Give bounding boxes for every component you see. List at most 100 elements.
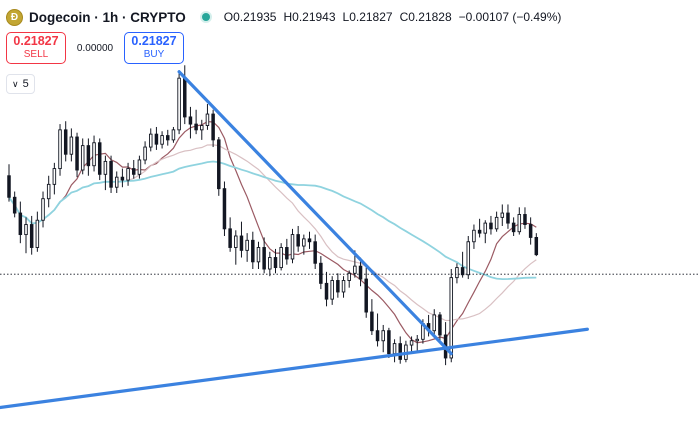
candle-body-up bbox=[432, 314, 437, 332]
candle-body-up bbox=[483, 222, 488, 234]
candle bbox=[392, 339, 397, 363]
candle-body-down bbox=[273, 257, 278, 269]
candle bbox=[443, 322, 448, 366]
downtrend-line bbox=[177, 70, 453, 356]
candle bbox=[398, 336, 402, 364]
ohlc-readout: O0.21935 H0.21943 L0.21827 C0.21828 −0.0… bbox=[224, 10, 562, 24]
candle bbox=[131, 159, 136, 179]
candle bbox=[432, 309, 437, 336]
buy-label: BUY bbox=[143, 49, 165, 60]
candle-body-down bbox=[166, 135, 170, 141]
candle-body-up bbox=[148, 133, 153, 148]
candle-body-down bbox=[528, 224, 533, 238]
sell-button[interactable]: 0.21827 SELL bbox=[6, 32, 66, 64]
candle bbox=[341, 276, 346, 298]
ohlc-low: L0.21827 bbox=[342, 10, 393, 24]
candle bbox=[75, 132, 79, 178]
candle-body-down bbox=[228, 228, 232, 248]
candle-body-up bbox=[290, 234, 295, 260]
candle bbox=[404, 340, 408, 363]
candle bbox=[477, 218, 482, 238]
buy-button[interactable]: 0.21827 BUY bbox=[124, 32, 184, 64]
candle bbox=[114, 171, 119, 193]
candle-body-up bbox=[177, 77, 181, 131]
candle-body-up bbox=[517, 214, 522, 233]
candle-body-down bbox=[18, 212, 23, 236]
candle bbox=[137, 155, 142, 179]
candle bbox=[506, 204, 510, 229]
candle bbox=[302, 234, 306, 255]
candle-body-down bbox=[375, 330, 380, 342]
trade-panel: 0.21827 SELL 0.00000 0.21827 BUY bbox=[6, 32, 184, 64]
candle-body-down bbox=[29, 224, 34, 248]
candle bbox=[256, 241, 261, 270]
candle bbox=[358, 257, 363, 287]
candle-body-up bbox=[341, 280, 346, 293]
candle bbox=[245, 233, 249, 262]
candle-body-up bbox=[466, 241, 471, 276]
candle-body-up bbox=[381, 330, 385, 342]
candle bbox=[489, 215, 493, 235]
candle bbox=[205, 104, 210, 130]
candle-body-down bbox=[239, 235, 244, 251]
candle-body-up bbox=[41, 198, 45, 221]
candle bbox=[494, 211, 499, 232]
candle bbox=[483, 220, 488, 244]
candle-body-up bbox=[143, 146, 147, 161]
candle-body-down bbox=[131, 168, 136, 175]
candle-body-down bbox=[307, 238, 312, 243]
candle bbox=[177, 71, 181, 135]
candle-body-down bbox=[313, 241, 317, 264]
trendlines bbox=[0, 70, 589, 410]
candle bbox=[438, 312, 442, 341]
candle-body-down bbox=[75, 136, 79, 171]
candle-body-up bbox=[126, 168, 130, 181]
candle bbox=[24, 217, 28, 254]
candle-body-down bbox=[319, 262, 323, 284]
candle-body-down bbox=[336, 280, 340, 293]
candle-body-up bbox=[330, 280, 334, 300]
candle bbox=[262, 237, 266, 274]
candle-body-up bbox=[279, 247, 283, 269]
candle-body-up bbox=[302, 238, 306, 247]
candle-body-down bbox=[324, 282, 329, 300]
candle bbox=[285, 238, 289, 265]
candle-body-up bbox=[409, 340, 414, 346]
candle bbox=[228, 217, 232, 252]
candle bbox=[92, 135, 96, 172]
candle-body-down bbox=[188, 116, 193, 125]
support-trendline bbox=[0, 327, 589, 410]
ohlc-change: −0.00107 (−0.49%) bbox=[458, 10, 562, 24]
candle bbox=[80, 138, 85, 175]
candle-body-down bbox=[7, 175, 11, 198]
candle bbox=[154, 126, 159, 150]
candle-body-down bbox=[86, 145, 91, 167]
candle-body-down bbox=[523, 214, 527, 225]
candle-body-up bbox=[268, 257, 272, 270]
candle bbox=[268, 251, 272, 277]
candle-body-up bbox=[353, 265, 357, 274]
candle-body-up bbox=[200, 125, 204, 131]
candle bbox=[12, 191, 17, 218]
candle bbox=[63, 121, 68, 162]
candle bbox=[160, 131, 164, 149]
candles bbox=[7, 65, 539, 366]
indicators-toggle-button[interactable]: ∨ 5 bbox=[6, 74, 35, 94]
candle-body-up bbox=[449, 277, 454, 359]
symbol-title[interactable]: Dogecoin · 1h · CRYPTO bbox=[29, 9, 186, 25]
candle bbox=[251, 231, 255, 270]
candle bbox=[273, 248, 278, 274]
candle-body-up bbox=[234, 235, 238, 248]
candle-body-down bbox=[217, 139, 221, 190]
candle-body-up bbox=[69, 136, 74, 155]
candle-body-down bbox=[154, 133, 159, 145]
candle bbox=[511, 217, 516, 237]
candle-body-down bbox=[97, 142, 102, 175]
candle bbox=[290, 228, 295, 264]
candle bbox=[319, 256, 323, 290]
candle-body-down bbox=[477, 229, 482, 234]
candle bbox=[148, 128, 153, 152]
sell-price: 0.21827 bbox=[13, 34, 59, 48]
candle-body-up bbox=[347, 272, 351, 281]
